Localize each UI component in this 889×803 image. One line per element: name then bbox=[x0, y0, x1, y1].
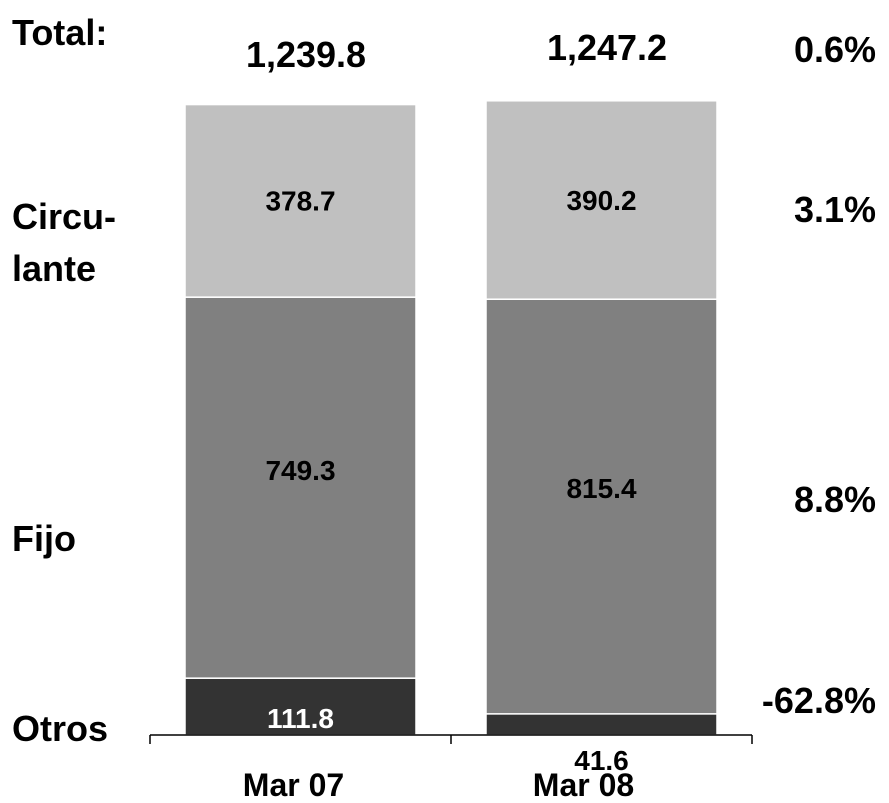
x-tick-labels-group: Mar 07 Mar 08 bbox=[243, 767, 634, 803]
row-label-fijo: Fijo bbox=[12, 518, 76, 559]
bar-segment-fijo-1 bbox=[485, 298, 718, 715]
value-label-fijo-1: 815.4 bbox=[566, 473, 636, 504]
value-label-circulante-1: 390.2 bbox=[566, 185, 636, 216]
total-value-mar08: 1,247.2 bbox=[547, 27, 667, 68]
bar-segment-circulante-1 bbox=[485, 100, 718, 300]
row-label-circulante-line1: Circu- bbox=[12, 196, 116, 237]
x-tick-label-1: Mar 08 bbox=[533, 767, 634, 803]
total-change: 0.6% bbox=[794, 29, 876, 70]
value-label-fijo-0: 749.3 bbox=[265, 455, 335, 486]
total-value-mar07: 1,239.8 bbox=[246, 34, 366, 75]
value-labels-group: 111.8 749.3 378.7 41.6 815.4 390.2 bbox=[265, 185, 636, 776]
bar-segment-otros-1 bbox=[485, 713, 718, 736]
row-label-circulante-line2: lante bbox=[12, 248, 96, 289]
bars-group bbox=[184, 100, 718, 736]
x-tick-label-0: Mar 07 bbox=[243, 767, 344, 803]
bar-segment-circulante-0 bbox=[184, 103, 417, 298]
total-label: Total: bbox=[12, 12, 107, 53]
bar-segment-fijo-0 bbox=[184, 296, 417, 679]
change-circulante: 3.1% bbox=[794, 189, 876, 230]
value-label-otros-1: 41.6 bbox=[574, 745, 629, 776]
value-label-circulante-0: 378.7 bbox=[265, 185, 335, 216]
change-fijo: 8.8% bbox=[794, 479, 876, 520]
row-label-otros: Otros bbox=[12, 708, 108, 749]
change-otros: -62.8% bbox=[762, 680, 876, 721]
value-label-otros-0: 111.8 bbox=[267, 703, 334, 734]
bar-segment-otros-0 bbox=[184, 677, 417, 736]
